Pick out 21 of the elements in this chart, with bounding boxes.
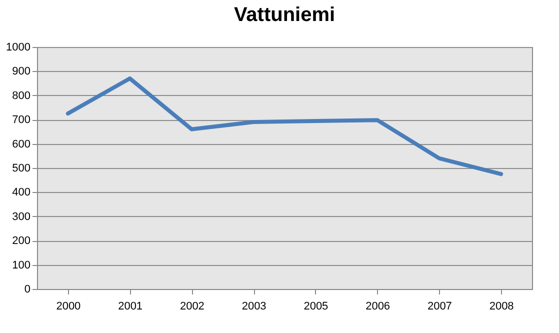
x-tick-label: 2006 [366,300,390,312]
y-tick-label: 800 [12,90,30,102]
y-tick-label: 300 [12,210,30,223]
x-tick-label: 2001 [118,300,143,312]
y-tick-label: 200 [12,235,30,248]
x-tick-label: 2000 [56,300,81,312]
x-tick-label: 2005 [304,300,328,312]
y-tick-label: 0 [24,284,30,296]
y-tick-label: 1000 [6,42,30,54]
y-tick-label: 600 [12,138,30,150]
chart-title: Vattuniemi [234,4,336,26]
y-tick-label: 100 [12,259,30,272]
x-tick-label: 2007 [427,300,452,312]
y-tick-label: 500 [12,162,30,174]
y-tick-label: 400 [12,186,30,199]
x-tick-label: 2003 [242,300,266,312]
y-tick-label: 900 [12,66,30,78]
x-tick-label: 2008 [489,300,514,312]
x-tick-label: 2002 [180,300,204,312]
line-series [66,76,504,176]
y-tick-label: 700 [12,114,30,126]
